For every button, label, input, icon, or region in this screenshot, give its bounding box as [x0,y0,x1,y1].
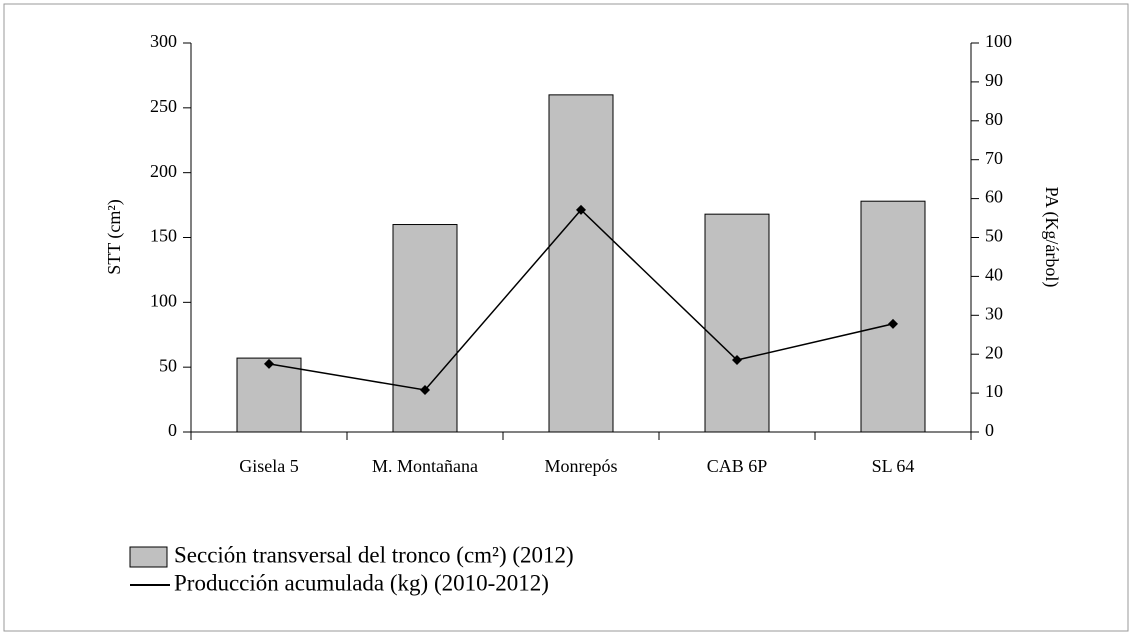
x-tick-label: Monrepós [545,456,618,476]
y2-tick-label: 90 [985,70,1003,90]
marker [420,384,430,395]
bar [860,200,926,433]
bar [236,357,302,433]
y2-tick-label: 100 [985,31,1012,51]
legend-label: Sección transversal del tronco (cm²) (20… [174,542,574,567]
bar [704,213,770,433]
y-tick-label: 300 [150,31,177,51]
marker [888,318,898,329]
y-axis-label: STT (cm²) [104,199,125,275]
x-tick-label: SL 64 [872,456,915,476]
y2-tick-label: 40 [985,265,1003,285]
bar [548,94,614,433]
y2-tick-label: 50 [985,226,1003,246]
marker [576,204,586,215]
y-tick-label: 150 [150,226,177,246]
y-tick-label: 200 [150,161,177,181]
y2-tick-label: 60 [985,187,1003,207]
y2-tick-label: 80 [985,109,1003,129]
y-tick-label: 100 [150,290,177,310]
y2-tick-label: 0 [985,420,994,440]
y-tick-label: 0 [168,420,177,440]
y2-tick-label: 30 [985,303,1003,323]
marker [732,355,742,366]
y-tick-label: 250 [150,96,177,116]
legend-swatch [129,546,168,568]
x-tick-label: CAB 6P [707,456,768,476]
x-tick-label: M. Montañana [372,456,478,476]
y-tick-label: 50 [159,355,177,375]
x-tick-label: Gisela 5 [239,456,298,476]
y2-tick-label: 20 [985,342,1003,362]
y2-axis-label: PA (Kg/árbol) [1041,187,1062,288]
marker [264,358,274,369]
bar [392,224,458,433]
y2-tick-label: 10 [985,381,1003,401]
y2-tick-label: 70 [985,148,1003,168]
legend-label: Producción acumulada (kg) (2010-2012) [174,570,549,595]
